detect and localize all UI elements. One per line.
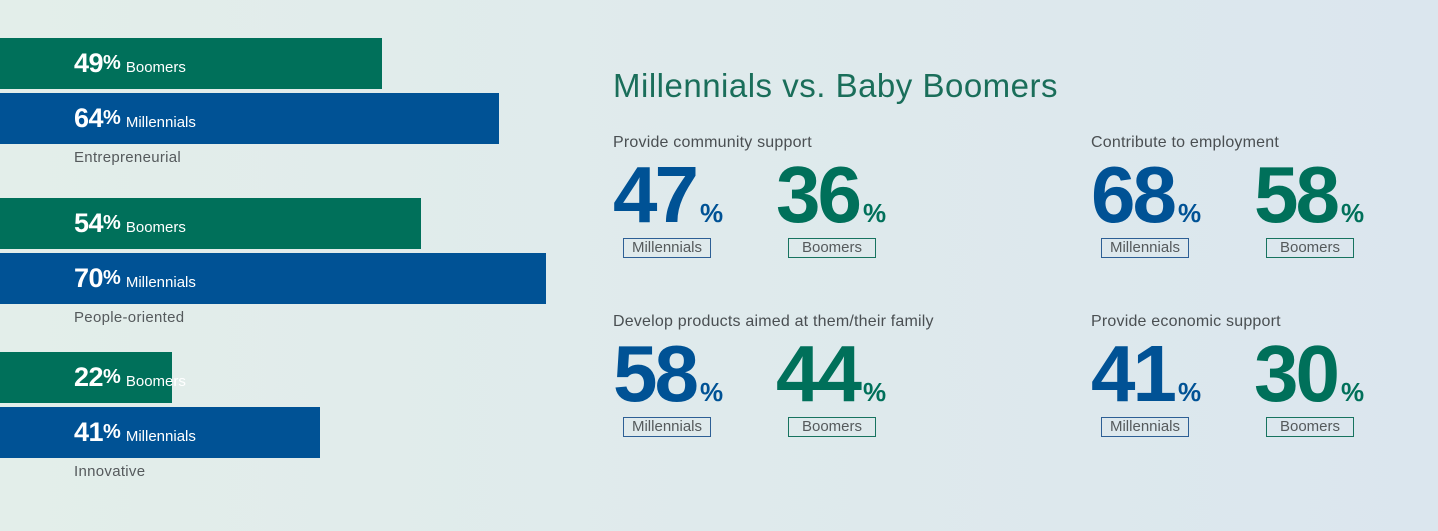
- percent-sign: %: [103, 421, 121, 443]
- category-label: Innovative: [74, 463, 146, 480]
- series-label: Boomers: [125, 373, 186, 390]
- stat-label: Provide community support: [613, 134, 812, 151]
- percent-sign: %: [862, 198, 887, 228]
- stat-label: Contribute to employment: [1091, 134, 1280, 151]
- percent-sign: %: [103, 366, 121, 388]
- value-number: 36: [776, 150, 862, 239]
- percent-sign: %: [103, 52, 121, 74]
- millennials-value: 47%: [613, 154, 723, 254]
- boomers-tag: Boomers: [1266, 417, 1354, 437]
- series-label: Millennials: [125, 274, 196, 291]
- millennials-value: 41%: [1091, 333, 1201, 433]
- bar-value: 64: [74, 103, 104, 133]
- percent-sign: %: [1177, 377, 1202, 407]
- percent-sign: %: [1340, 377, 1365, 407]
- bar-boomers-entrepreneurial: 49% Boomers: [0, 38, 382, 89]
- bar-boomers-people-oriented: 54% Boomers: [0, 198, 421, 249]
- bar-value: 70: [74, 263, 104, 293]
- percent-sign: %: [699, 377, 724, 407]
- percent-sign: %: [103, 107, 121, 129]
- value-number: 30: [1254, 329, 1340, 418]
- value-number: 58: [1254, 150, 1340, 239]
- value-number: 41: [1091, 329, 1177, 418]
- series-label: Millennials: [125, 114, 196, 131]
- stat-label: Develop products aimed at them/their fam…: [613, 313, 934, 330]
- bar-value: 54: [74, 208, 104, 238]
- percent-sign: %: [862, 377, 887, 407]
- millennials-tag: Millennials: [1101, 417, 1189, 437]
- boomers-value: 30%: [1254, 333, 1364, 433]
- boomers-tag: Boomers: [788, 417, 876, 437]
- percent-sign: %: [699, 198, 724, 228]
- series-label: Boomers: [125, 59, 186, 76]
- millennials-tag: Millennials: [623, 238, 711, 258]
- boomers-value: 58%: [1254, 154, 1364, 254]
- millennials-tag: Millennials: [623, 417, 711, 437]
- value-number: 68: [1091, 150, 1177, 239]
- bar-value: 49: [74, 48, 104, 78]
- bar-millennials-people-oriented: 70% Millennials: [0, 253, 546, 304]
- page-title: Millennials vs. Baby Boomers: [613, 67, 1058, 104]
- boomers-tag: Boomers: [788, 238, 876, 258]
- category-label: Entrepreneurial: [74, 149, 182, 166]
- percent-sign: %: [1177, 198, 1202, 228]
- bar-boomers-innovative: 22% Boomers: [0, 352, 186, 403]
- bar-millennials-innovative: 41% Millennials: [0, 407, 320, 458]
- value-number: 58: [613, 329, 699, 418]
- series-label: Boomers: [125, 219, 186, 236]
- bar-value: 41: [74, 417, 104, 447]
- millennials-value: 58%: [613, 333, 723, 433]
- percent-sign: %: [1340, 198, 1365, 228]
- bar-millennials-entrepreneurial: 64% Millennials: [0, 93, 499, 144]
- boomers-value: 44%: [776, 333, 886, 433]
- series-label: Millennials: [125, 428, 196, 445]
- millennials-tag: Millennials: [1101, 238, 1189, 258]
- millennials-value: 68%: [1091, 154, 1201, 254]
- boomers-value: 36%: [776, 154, 886, 254]
- category-label: People-oriented: [74, 309, 185, 326]
- stat-label: Provide economic support: [1091, 313, 1281, 330]
- value-number: 44: [776, 329, 862, 418]
- boomers-tag: Boomers: [1266, 238, 1354, 258]
- value-number: 47: [613, 150, 699, 239]
- bar-value: 22: [74, 362, 104, 392]
- percent-sign: %: [103, 212, 121, 234]
- percent-sign: %: [103, 267, 121, 289]
